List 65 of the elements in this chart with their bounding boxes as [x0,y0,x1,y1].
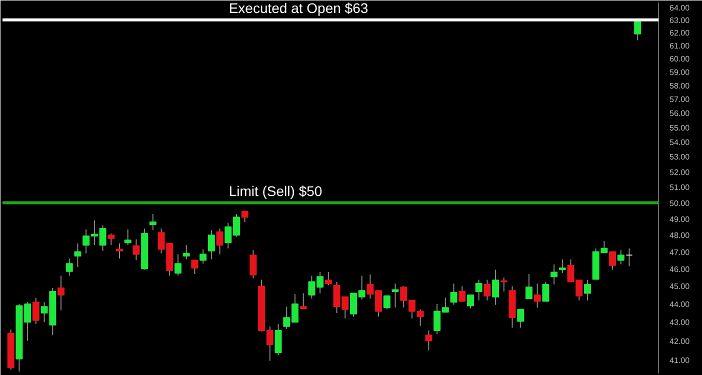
ref-line-label: Limit (Sell) $50 [228,182,322,199]
y-tick-label: 55.00 [670,123,690,132]
y-tick-label: 56.00 [670,109,690,118]
candlestick [466,294,474,309]
candlestick [517,308,524,328]
y-tick-label: 61.00 [670,41,690,50]
candlestick [425,330,432,351]
candlestick [216,228,224,255]
candlestick [550,264,558,285]
candlestick [174,254,182,276]
candlestick [392,283,399,308]
candlestick [475,279,482,301]
y-tick-label: 58.00 [670,81,690,90]
candlestick [116,242,123,260]
y-tick-label: 48.00 [670,231,690,240]
y-tick-label: 63.00 [670,16,690,25]
y-tick-label: 42.00 [670,336,690,346]
y-tick-label: 54.00 [670,138,690,147]
candlestick [108,232,115,246]
candlestick [458,286,466,302]
y-tick-label: 47.00 [670,248,690,257]
candlestick [149,213,156,231]
candlestick [534,283,541,308]
y-tick-label: 44.00 [670,300,690,309]
candlestick [450,283,458,306]
candlestick [584,279,591,301]
candlestick [542,281,550,302]
candlestick [182,244,190,260]
candlestick [383,295,390,310]
y-tick-label: 59.00 [670,68,690,77]
candlestick [66,258,73,276]
candlestick [191,260,198,274]
y-tick-label: 52.00 [670,168,690,177]
candlestick [525,273,532,300]
candlestick [208,230,215,260]
candlestick [617,250,624,265]
y-tick-label: 41.00 [670,356,690,365]
candlestick [626,248,633,267]
candlestick [124,228,132,246]
candlestick [558,258,566,274]
candlestick [484,279,491,301]
candlestick [300,292,307,309]
candlestick [32,297,40,325]
candlestick [57,275,65,311]
y-tick-label: 45.00 [670,282,690,292]
y-tick-label: 46.00 [670,264,690,274]
y-tick-label: 43.00 [670,318,690,328]
y-tick-label: 49.00 [670,214,690,224]
candlestick [74,242,82,268]
y-tick-label: 50.00 [670,198,690,208]
y-tick-label: 57.00 [670,95,690,104]
candlestick [274,324,282,356]
candlestick [250,250,257,279]
y-tick-label: 53.00 [670,152,690,162]
candlestick [324,271,332,286]
y-tick-label: 51.00 [670,183,690,192]
candlestick [609,251,616,270]
y-tick-label: 62.00 [670,28,690,38]
y-tick-label: 64.00 [670,3,690,12]
candlestick [200,248,207,264]
candlestick [500,276,508,292]
candlestick [492,269,500,306]
candlestick [132,238,140,261]
y-tick-label: 60.00 [670,54,690,64]
ref-line-label: Executed at Open $63 [228,0,368,16]
